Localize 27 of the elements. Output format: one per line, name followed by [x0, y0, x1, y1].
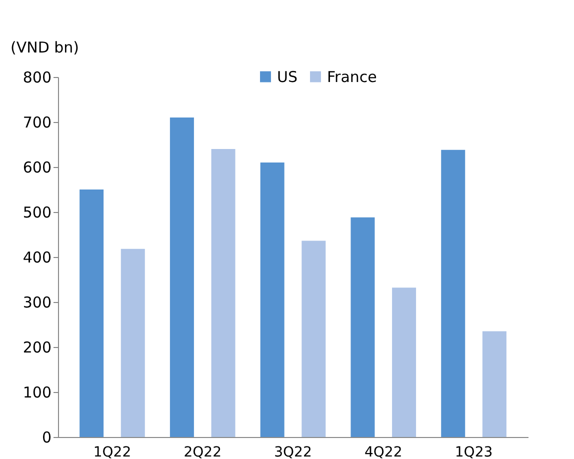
- y-tick-label: 800: [22, 68, 52, 86]
- y-tick-label: 600: [22, 158, 52, 176]
- bar: [80, 190, 104, 437]
- x-tick-label: 1Q23: [454, 444, 493, 459]
- y-tick-label: 400: [22, 248, 52, 266]
- bar: [120, 248, 145, 437]
- x-tick-label: 4Q22: [364, 444, 402, 459]
- bar: [441, 150, 466, 437]
- bar: [170, 118, 194, 437]
- legend-label: France: [327, 68, 377, 86]
- bar: [260, 162, 284, 437]
- x-tick-label: 3Q22: [274, 444, 312, 459]
- y-tick-label: 100: [22, 384, 52, 402]
- bar: [392, 288, 416, 437]
- y-tick-label: 200: [22, 338, 52, 356]
- legend-label: US: [277, 68, 298, 86]
- y-tick-label: 700: [22, 114, 52, 132]
- bar: [302, 240, 326, 437]
- x-tick-label: 2Q22: [184, 444, 222, 459]
- x-tick-label: 1Q22: [93, 444, 132, 459]
- y-tick-label: 500: [22, 204, 52, 222]
- bar: [211, 149, 236, 437]
- y-tick-label: 0: [42, 428, 52, 446]
- bar: [350, 217, 375, 437]
- bar: [482, 331, 506, 437]
- y-tick-label: 300: [22, 294, 52, 312]
- y-axis-title: (VND bn): [10, 38, 80, 56]
